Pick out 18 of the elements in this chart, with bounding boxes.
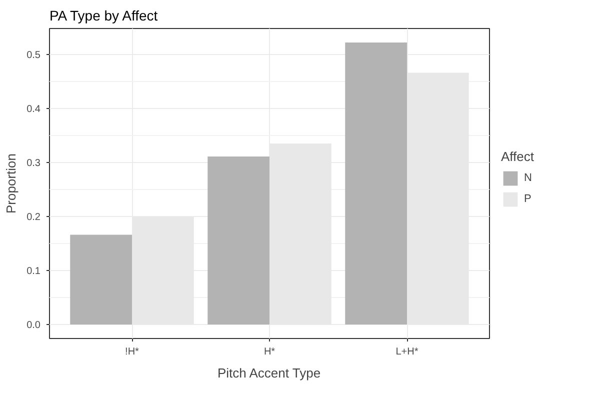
- bar: [345, 42, 407, 324]
- x-tick-label: L+H*: [396, 346, 418, 358]
- bar: [208, 156, 270, 324]
- bar: [70, 234, 132, 324]
- legend-label: P: [524, 193, 532, 205]
- y-tick-label: 0.0: [26, 320, 41, 331]
- y-tick-label: 0.3: [26, 158, 41, 169]
- x-axis-title: Pitch Accent Type: [217, 366, 321, 380]
- legend-title: Affect: [501, 149, 536, 164]
- y-axis-title: Proportion: [4, 154, 19, 214]
- chart-title: PA Type by Affect: [50, 8, 158, 24]
- x-tick-label: H*: [264, 346, 276, 358]
- y-tick-label: 0.2: [26, 212, 41, 223]
- x-tick-label: !H*: [125, 346, 140, 358]
- legend-label: N: [524, 172, 533, 184]
- y-tick-label: 0.4: [26, 104, 41, 115]
- y-tick-label: 0.1: [26, 266, 41, 277]
- y-tick-label: 0.5: [26, 50, 41, 61]
